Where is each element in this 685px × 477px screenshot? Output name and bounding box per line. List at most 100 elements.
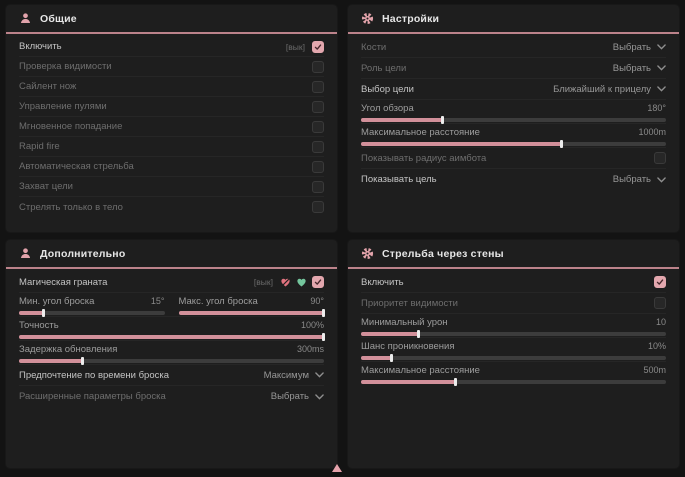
slider-head: Мин. угол броска 15° (19, 296, 165, 307)
slider-track[interactable] (19, 309, 165, 317)
checkbox[interactable] (312, 201, 324, 213)
slider-track[interactable] (361, 140, 666, 148)
slider-track[interactable] (361, 378, 666, 386)
dropdown[interactable]: Ближайший к прицелу (553, 84, 666, 95)
dropdown[interactable]: Выбрать (613, 63, 666, 74)
slider-track[interactable] (19, 357, 324, 365)
gear-icon (361, 247, 374, 260)
slider-label: Угол обзора (361, 103, 414, 114)
slider-row: Максимальное расстояние 1000m (361, 124, 666, 148)
slider: Точность 100% (19, 320, 325, 341)
right-group (312, 120, 324, 133)
panel-title: Общие (40, 12, 77, 25)
slider-fill (19, 357, 85, 365)
check-icon (656, 279, 664, 285)
dropdown[interactable]: Выбрать (271, 391, 324, 402)
slider-value: 100% (300, 320, 324, 330)
slider-row: Минимальный урон 10 (361, 314, 666, 338)
slider-head: Шанс проникновения 10% (361, 341, 666, 352)
checkbox[interactable] (312, 80, 324, 93)
panel-accent-line (348, 267, 679, 269)
panel-general: Общие Включить [вык] Проверка видимости Сайл… (6, 5, 337, 232)
chevron-down-icon (657, 65, 666, 71)
slider: Шанс проникновения 10% (361, 341, 666, 362)
slider-label: Шанс проникновения (361, 341, 455, 352)
panel-title: Настройки (382, 12, 440, 25)
right-group (654, 297, 666, 309)
chevron-down-icon (315, 393, 324, 400)
checkbox-row: Автоматическая стрельба (19, 157, 324, 177)
panel-body: Включить [вык] Проверка видимости Сайлент н… (6, 34, 337, 217)
checkbox[interactable] (312, 60, 324, 73)
right-group (312, 160, 324, 173)
row-label: Rapid fire (19, 141, 60, 152)
slider-track[interactable] (361, 354, 666, 362)
slider-value: 1000m (638, 127, 666, 137)
checkbox-row: Стрелять только в тело (19, 197, 324, 217)
dropdown[interactable]: Выбрать (613, 174, 666, 185)
slider-head: Макс. угол броска 90° (179, 296, 325, 307)
checkbox[interactable] (312, 140, 324, 153)
hotkey-hint: [вык] (253, 277, 273, 287)
panel-title: Дополнительно (40, 247, 126, 260)
slider-value: 500m (643, 365, 666, 375)
row-label: Захват цели (19, 181, 73, 192)
chevron-down-icon (657, 86, 666, 92)
checkbox[interactable] (312, 100, 324, 113)
checkbox-row: Rapid fire (19, 137, 324, 157)
row-label: Сайлент нож (19, 81, 77, 92)
right-group (312, 201, 324, 213)
row-label: Включить (19, 41, 62, 52)
panel-body: Магическая граната [вык] Мин. угол броска 1… (6, 269, 337, 407)
slider-row: Угол обзора 180° (361, 100, 666, 124)
dropdown-value: Выбрать (612, 174, 651, 185)
slider-fill (361, 140, 564, 148)
right-group: [вык] (286, 40, 324, 53)
slider-label: Задержка обновления (19, 344, 118, 355)
checkbox-row: Приоритет видимости (361, 293, 666, 314)
slider-label: Точность (19, 320, 59, 331)
checkbox[interactable] (312, 120, 324, 133)
slider-track[interactable] (19, 333, 325, 341)
row-label: Показывать цель (361, 174, 437, 185)
checkbox-row: Захват цели (19, 177, 324, 197)
slider-label: Максимальное расстояние (361, 127, 480, 138)
panel-additional: Дополнительно Магическая граната [вык] Мин.… (6, 240, 337, 468)
slider-head: Задержка обновления 300ms (19, 344, 324, 355)
slider-track[interactable] (361, 330, 666, 338)
dropdown-value: Выбрать (612, 62, 651, 74)
slider-track[interactable] (361, 116, 666, 124)
dropdown-row: Расширенные параметры броска Выбрать (19, 386, 324, 407)
checkbox[interactable] (312, 180, 324, 193)
slider-value: 90° (310, 296, 324, 306)
slider-value: 15° (150, 296, 165, 306)
dropdown-row: Кости Выбрать (361, 37, 666, 58)
dropdown-value: Ближайший к прицелу (553, 83, 651, 95)
chevron-down-icon (315, 372, 324, 378)
checkbox-row: Мгновенное попадание (19, 117, 324, 137)
feature-row: Магическая граната [вык] (19, 272, 324, 293)
checkbox[interactable] (654, 276, 666, 288)
slider-fill (361, 330, 420, 338)
checkbox[interactable] (312, 160, 324, 173)
dropdown[interactable]: Выбрать (613, 42, 666, 53)
slider-track[interactable] (178, 309, 325, 317)
checkbox-row: Проверка видимости (19, 57, 324, 77)
heart-off-icon[interactable] (280, 277, 291, 288)
slider-head: Минимальный урон 10 (361, 317, 666, 328)
checkbox-row: Включить [вык] (19, 37, 324, 57)
checkbox[interactable] (654, 297, 666, 309)
row-label: Приоритет видимости (361, 297, 458, 309)
slider-row: Шанс проникновения 10% (361, 338, 666, 362)
checkbox[interactable] (654, 152, 666, 164)
slider-label: Мин. угол броска (19, 296, 95, 307)
checkbox[interactable] (312, 276, 324, 288)
dropdown[interactable]: Максимум (264, 370, 324, 381)
checkbox[interactable] (312, 40, 324, 53)
heart-on-icon[interactable] (296, 277, 307, 288)
check-icon (314, 43, 322, 50)
slider-value: 10% (647, 341, 666, 351)
dropdown-value: Выбрать (612, 41, 651, 53)
row-label: Выбор цели (361, 83, 414, 95)
